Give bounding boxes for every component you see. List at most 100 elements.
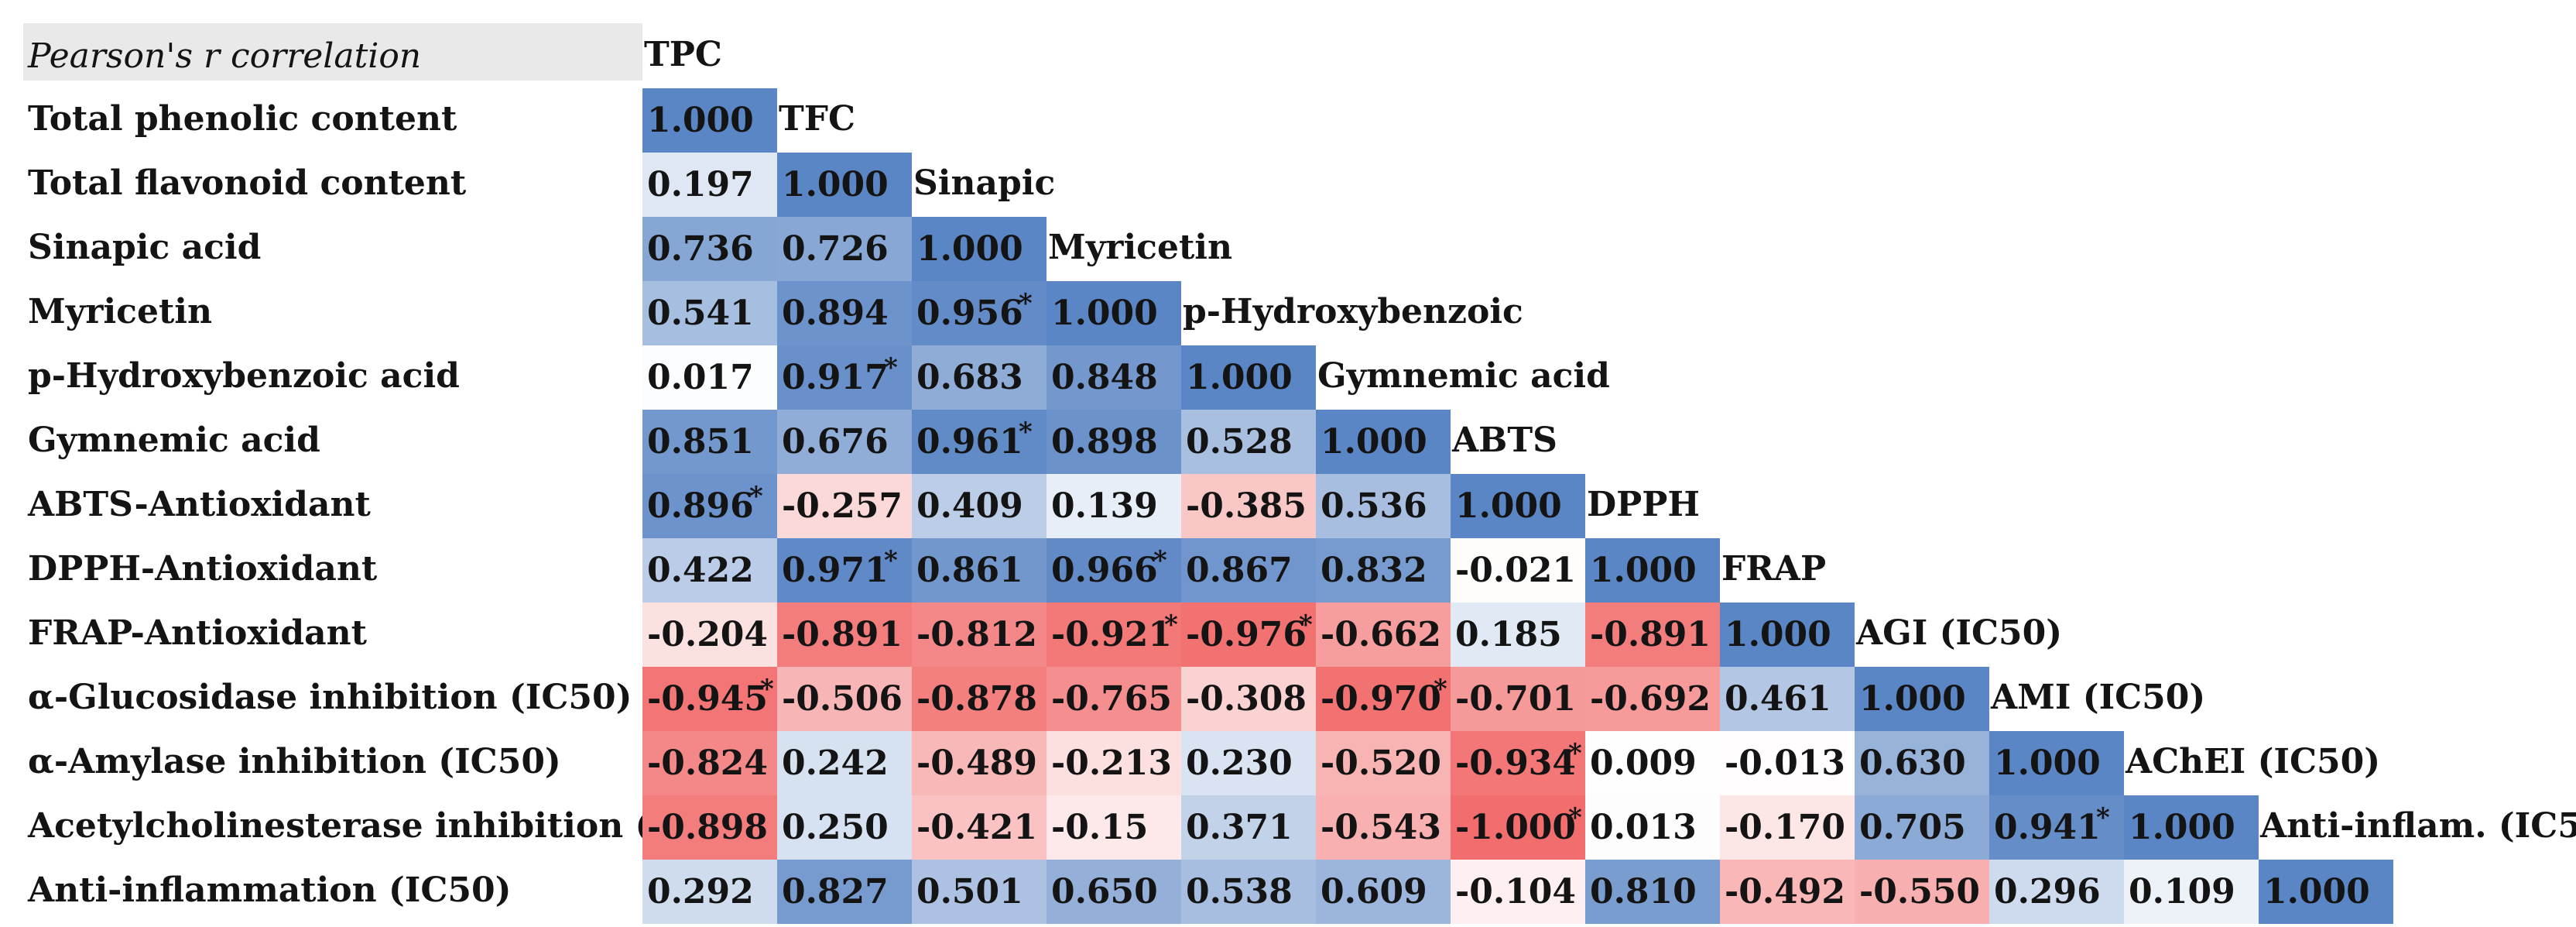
cell-value: 0.501 [916,872,1023,912]
cell-value: -0.878 [916,679,1038,719]
heatmap-cell [642,217,777,281]
heatmap-cell [1181,538,1316,603]
cell-value: -0.520 [1321,743,1442,783]
significance-star: * [2096,802,2110,833]
cell-value: 1.000 [2263,872,2370,912]
column-label: Gymnemic acid [1317,356,1610,396]
cell-value: 0.650 [1051,872,1158,912]
cell-value: -0.543 [1321,808,1442,847]
cell-value: -0.692 [1590,679,1711,719]
cell-value: 0.461 [1725,679,1831,719]
cell-value: 0.683 [916,358,1023,397]
cell-value: 1.000 [1725,615,1831,654]
heatmap-cell [1316,795,1451,860]
cell-value: -0.204 [647,615,769,654]
heatmap-cell [1046,860,1181,924]
heatmap-cell [912,538,1046,603]
heatmap-cell [1451,474,1585,538]
cell-value: 1.000 [916,229,1023,269]
column-label: AGI (IC50) [1856,613,2063,653]
significance-star: * [1299,609,1313,640]
cell-value: 0.296 [1994,872,2101,912]
cell-value: 0.971 [782,551,889,590]
heatmap-cell [1316,667,1451,731]
heatmap-cell [1316,474,1451,538]
heatmap-cell [777,153,912,217]
heatmap-cell [642,88,777,153]
heatmap-cell [777,731,912,795]
heatmap-cell [1585,860,1720,924]
heatmap-cell [642,345,777,410]
significance-star: * [1568,802,1582,833]
heatmap-cell [1855,860,1989,924]
column-label: AMI (IC50) [1991,678,2206,717]
column-label: p-Hydroxybenzoic [1183,292,1523,331]
significance-star: * [1568,738,1582,769]
cell-value: 0.185 [1455,615,1562,654]
heatmap-cell [1451,603,1585,667]
heatmap-cell [1720,603,1855,667]
cell-value: 0.726 [782,229,889,269]
heatmap-cell [1046,474,1181,538]
significance-star: * [884,352,898,383]
heatmap-cell [642,538,777,603]
heatmap-cell [1181,410,1316,474]
significance-star: * [749,481,763,512]
cell-value: 0.630 [1859,743,1966,783]
significance-star: * [1153,545,1167,576]
cell-value: 0.013 [1590,808,1697,847]
row-label: α-Amylase inhibition (IC50) [28,742,561,781]
heatmap-cell [1181,345,1316,410]
heatmap-cell [1451,538,1585,603]
column-label: Anti-inflam. (IC50) [2260,806,2576,846]
heatmap-cell [1855,667,1989,731]
heatmap-cell [1181,795,1316,860]
heatmap-cell [1316,860,1451,924]
cell-value: 0.409 [916,486,1023,526]
heatmap-cell [777,410,912,474]
cell-value: 0.896 [647,486,754,526]
row-label: p-Hydroxybenzoic acid [28,356,460,396]
cell-value: -0.385 [1186,486,1307,526]
cell-value: 0.292 [647,872,754,912]
cell-value: 0.966 [1051,551,1158,590]
cell-value: 0.898 [1051,422,1158,462]
heatmap-cell [1855,731,1989,795]
cell-value: -0.891 [782,615,903,654]
heatmap-cell [777,217,912,281]
cell-value: 1.000 [782,165,889,204]
heatmap-cell [1451,731,1585,795]
heatmap-cell [912,667,1046,731]
cell-value: -0.945 [647,679,769,719]
cell-value: -0.891 [1590,615,1711,654]
heatmap-cell [1989,860,2124,924]
significance-star: * [760,674,774,705]
heatmap-cell [642,731,777,795]
cell-value: -0.662 [1321,615,1442,654]
cell-value: -0.421 [916,808,1038,847]
row-label: Sinapic acid [28,228,262,267]
cell-value: 1.000 [1186,358,1293,397]
row-label: DPPH-Antioxidant [28,549,378,589]
heatmap-cell [1989,731,2124,795]
heatmap-cell [1316,410,1451,474]
cell-value: 0.422 [647,551,754,590]
column-label: TFC [779,99,855,139]
column-label: FRAP [1721,549,1827,589]
heatmap-cell [1585,603,1720,667]
heatmap-cell [1585,731,1720,795]
row-label: α-Glucosidase inhibition (IC50) [28,678,632,717]
cell-value: -0.15 [1051,808,1149,847]
cell-value: 0.848 [1051,358,1158,397]
significance-star: * [1019,288,1033,319]
heatmap-cell [912,474,1046,538]
heatmap-cell [642,153,777,217]
cell-value: -0.257 [782,486,903,526]
cell-value: 0.197 [647,165,754,204]
cell-value: -1.000 [1455,808,1577,847]
heatmap-cell [642,795,777,860]
row-label: Total flavonoid content [28,163,467,203]
heatmap-cell [777,667,912,731]
heatmap-cell [1316,731,1451,795]
cell-value: -0.013 [1725,743,1846,783]
